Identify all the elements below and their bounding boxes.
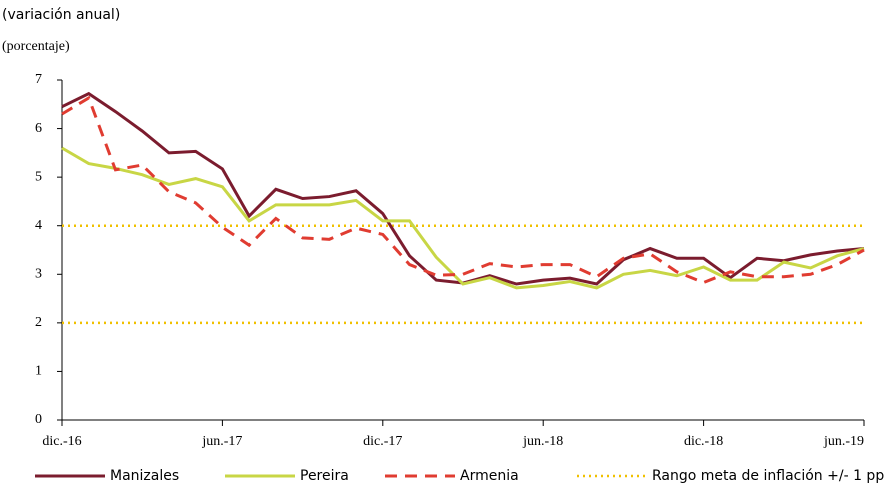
series-line	[61, 91, 865, 286]
x-tick-label: dic.-18	[684, 434, 723, 449]
x-tick-label: jun.-17	[201, 434, 242, 449]
y-tick-label: 1	[35, 364, 42, 379]
x-tick-label: jun.-18	[522, 434, 563, 449]
y-tick-label: 2	[35, 315, 42, 330]
legend-label: Armenia	[460, 468, 519, 484]
y-tick-label: 4	[35, 218, 42, 233]
y-tick-label: 3	[35, 267, 42, 282]
series-line	[61, 146, 865, 290]
x-tick-label: dic.-16	[42, 434, 81, 449]
legend-label: Manizales	[110, 468, 179, 484]
series-line	[61, 95, 865, 285]
y-tick-label: 0	[35, 412, 42, 427]
x-tick-label: jun.-19	[823, 434, 864, 449]
y-tick-label: 5	[35, 169, 42, 184]
legend-label: Rango meta de inflación +/- 1 pp	[652, 468, 884, 484]
y-tick-label: 6	[35, 121, 42, 136]
x-tick-label: dic.-17	[363, 434, 402, 449]
y-tick-label: 7	[35, 72, 42, 87]
chart-title: (variación anual)	[2, 7, 120, 23]
legend-label: Pereira	[300, 468, 349, 484]
chart-subtitle: (porcentaje)	[2, 39, 70, 54]
